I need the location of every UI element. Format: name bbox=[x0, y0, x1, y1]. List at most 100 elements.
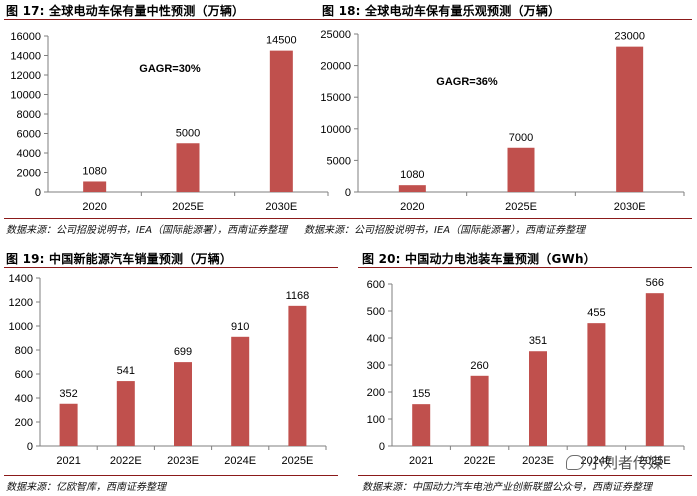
chart-source-20: 数据来源：中国动力汽车电池产业创新联盟公众号，西南证券整理 bbox=[362, 482, 652, 493]
watermark: 小刘者传媒 bbox=[566, 452, 663, 473]
data-label: 260 bbox=[470, 360, 488, 372]
data-label: 155 bbox=[412, 388, 430, 400]
bar-2025E bbox=[176, 143, 200, 192]
y-tick-label: 500 bbox=[367, 306, 385, 318]
source-rule-19 bbox=[4, 475, 338, 476]
data-label: 566 bbox=[646, 277, 664, 289]
bar-chart-20: 0 100 200 300 400 500 600 155 2021 260 2022E 351 202… bbox=[367, 277, 685, 467]
y-tick-label: 600 bbox=[367, 279, 385, 291]
bar-2030E bbox=[269, 50, 293, 192]
bar-2030E bbox=[616, 46, 644, 192]
bar-2021 bbox=[59, 403, 78, 446]
wechat-icon bbox=[566, 455, 584, 470]
data-label: 23000 bbox=[614, 31, 645, 43]
y-tick-label: 0 bbox=[35, 187, 41, 199]
bar-2024E bbox=[231, 336, 250, 446]
data-label: 14500 bbox=[266, 35, 297, 47]
title-rule-19 bbox=[4, 267, 338, 268]
x-tick-label: 2021 bbox=[409, 455, 433, 467]
y-tick-label: 1400 bbox=[9, 273, 33, 285]
y-tick-label: 2000 bbox=[17, 168, 41, 180]
chart-source-17: 数据来源：公司招股说明书，IEA（国际能源署），西南证券整理 bbox=[6, 225, 288, 236]
x-tick-label: 2023E bbox=[522, 455, 554, 467]
y-tick-label: 5000 bbox=[327, 155, 351, 167]
x-tick-label: 2023E bbox=[167, 455, 199, 467]
title-rule-20 bbox=[358, 267, 692, 268]
chart-source-19: 数据来源：亿欧智库，西南证券整理 bbox=[6, 482, 166, 493]
data-label: 1080 bbox=[82, 165, 106, 177]
x-tick-label: 2025E bbox=[505, 201, 537, 213]
y-tick-label: 14000 bbox=[10, 51, 41, 63]
watermark-text: 小刘者传媒 bbox=[588, 454, 664, 472]
bar-2022E bbox=[116, 381, 135, 446]
data-label: 541 bbox=[117, 365, 135, 377]
cagr-annotation: GAGR=30% bbox=[139, 63, 201, 75]
x-tick-label: 2024E bbox=[224, 455, 256, 467]
x-tick-label: 2022E bbox=[110, 455, 142, 467]
y-tick-label: 10000 bbox=[10, 90, 41, 102]
chart-title-19: 图 19: 中国新能源汽车销量预测（万辆） bbox=[6, 252, 233, 266]
x-tick-label: 2025E bbox=[281, 455, 313, 467]
x-tick-label: 2030E bbox=[265, 201, 297, 213]
y-tick-label: 0 bbox=[379, 441, 385, 453]
title-rule-17 bbox=[4, 19, 338, 20]
chart-title-20: 图 20: 中国动力电池装车量预测（GWh） bbox=[362, 252, 596, 266]
data-label: 7000 bbox=[509, 132, 533, 144]
data-label: 455 bbox=[587, 307, 605, 319]
cagr-annotation: GAGR=36% bbox=[436, 76, 498, 88]
data-label: 351 bbox=[529, 335, 547, 347]
bar-2020 bbox=[83, 181, 107, 192]
y-tick-label: 200 bbox=[367, 387, 385, 399]
y-tick-label: 20000 bbox=[320, 61, 351, 73]
x-tick-label: 2025E bbox=[639, 455, 671, 467]
bar-chart-17: 0 2000 4000 6000 8000 10000 12000 14000 16000 108… bbox=[10, 31, 329, 213]
x-tick-label: 2022E bbox=[464, 455, 496, 467]
x-tick-label: 2030E bbox=[614, 201, 646, 213]
source-rule-18 bbox=[318, 218, 692, 219]
bar-2025E bbox=[507, 147, 535, 192]
x-tick-label: 2024E bbox=[580, 455, 612, 467]
y-tick-label: 600 bbox=[15, 369, 33, 381]
data-label: 699 bbox=[174, 346, 192, 358]
y-tick-label: 0 bbox=[27, 441, 33, 453]
chart-source-18: 数据来源：公司招股说明书，IEA（国际能源署），西南证券整理 bbox=[304, 225, 586, 236]
chart-title-17: 图 17: 全球电动车保有量中性预测（万辆） bbox=[6, 4, 245, 18]
bar-2020 bbox=[398, 185, 426, 192]
y-tick-label: 400 bbox=[15, 393, 33, 405]
y-tick-label: 16000 bbox=[10, 31, 41, 43]
chart-title-18: 图 18: 全球电动车保有量乐观预测（万辆） bbox=[322, 4, 561, 18]
source-rule-20 bbox=[358, 475, 692, 476]
bar-2025E bbox=[288, 305, 307, 446]
y-tick-label: 800 bbox=[15, 345, 33, 357]
bar-chart-19: 0 200 400 600 800 1000 1200 1400 352 2021 541 2022E… bbox=[9, 273, 327, 467]
y-tick-label: 15000 bbox=[320, 92, 351, 104]
y-tick-label: 12000 bbox=[10, 70, 41, 82]
y-tick-label: 0 bbox=[345, 187, 351, 199]
x-tick-label: 2020 bbox=[400, 201, 424, 213]
y-tick-label: 300 bbox=[367, 360, 385, 372]
y-tick-label: 200 bbox=[15, 417, 33, 429]
bar-chart-18: 0 5000 10000 15000 20000 25000 1080 2020 7000 202… bbox=[320, 29, 685, 213]
bar-2023E bbox=[529, 351, 547, 446]
bar-2022E bbox=[470, 375, 489, 446]
y-tick-label: 8000 bbox=[17, 109, 41, 121]
x-tick-label: 2020 bbox=[82, 201, 106, 213]
x-tick-label: 2025E bbox=[172, 201, 204, 213]
bar-2025E bbox=[645, 293, 664, 446]
source-rule-17 bbox=[4, 218, 338, 219]
x-tick-label: 2021 bbox=[56, 455, 80, 467]
title-rule-18 bbox=[318, 19, 692, 20]
y-tick-label: 10000 bbox=[320, 124, 351, 136]
y-tick-label: 6000 bbox=[17, 129, 41, 141]
y-tick-label: 400 bbox=[367, 333, 385, 345]
bar-2023E bbox=[174, 362, 192, 446]
data-label: 1080 bbox=[400, 169, 424, 181]
y-tick-label: 4000 bbox=[17, 148, 41, 160]
y-tick-label: 25000 bbox=[320, 29, 351, 41]
data-label: 352 bbox=[59, 388, 77, 400]
bar-2021 bbox=[412, 404, 431, 446]
y-tick-label: 100 bbox=[367, 414, 385, 426]
bar-2024E bbox=[587, 323, 606, 446]
y-tick-label: 1200 bbox=[9, 297, 33, 309]
y-tick-label: 1000 bbox=[9, 321, 33, 333]
